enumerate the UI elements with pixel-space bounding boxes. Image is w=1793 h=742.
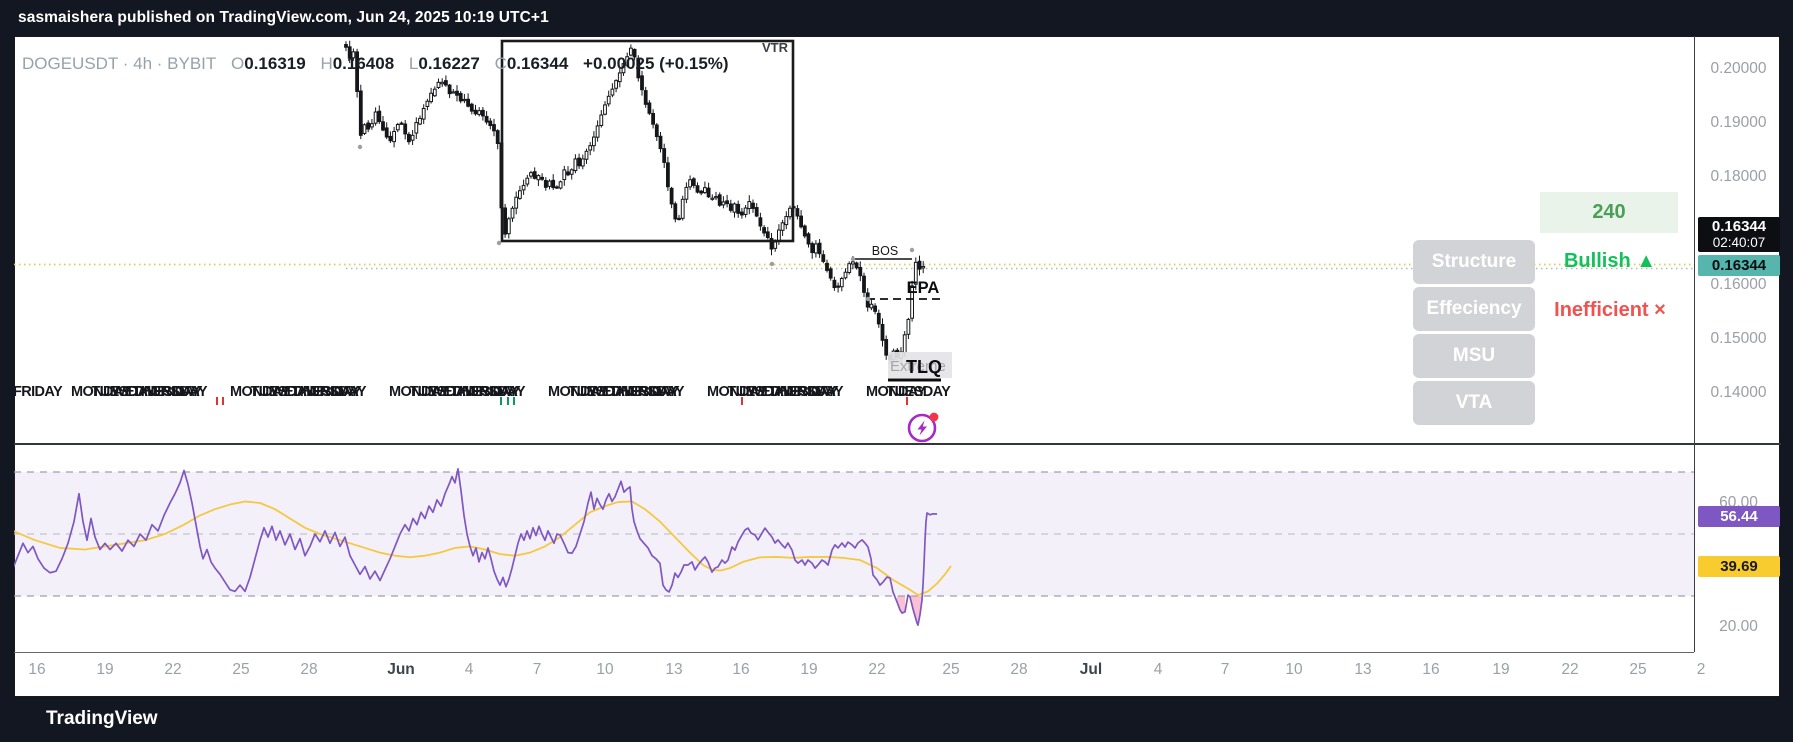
symbol-legend[interactable]: DOGEUSDT · 4h · BYBIT O0.16319 H0.16408 … xyxy=(22,54,729,74)
date-tick-label: 19 xyxy=(96,661,114,678)
date-tick-label: 25 xyxy=(942,661,960,678)
date-tick-label: 4 xyxy=(1153,661,1163,678)
price-tick-label: 0.15000 xyxy=(1710,330,1767,347)
date-tick-label: 28 xyxy=(1010,661,1028,678)
indicator-value-structure: Bullish ▲ xyxy=(1563,250,1657,272)
indicator-tick-label: 20.00 xyxy=(1719,618,1758,635)
rsi-value-badge: 56.44 xyxy=(1698,506,1780,527)
indicator-value-effeciency: Inefficient × xyxy=(1554,299,1666,321)
svg-text:BOS: BOS xyxy=(872,244,898,258)
lightning-bolt-icon[interactable] xyxy=(903,408,943,448)
open-label: O xyxy=(231,54,245,73)
svg-text:EPA: EPA xyxy=(907,279,940,297)
date-tick-label: 7 xyxy=(532,661,542,678)
date-tick-label: 22 xyxy=(164,661,182,678)
date-tick-label: 16 xyxy=(1422,661,1440,678)
footer-bar: TradingView xyxy=(0,697,1793,742)
bar-countdown: 02:40:07 xyxy=(1712,235,1766,250)
date-tick-label: Jul xyxy=(1079,661,1103,678)
timeframe-box: 240 xyxy=(1540,192,1678,233)
open-value: 0.16319 xyxy=(244,54,306,73)
price-tick-label: 0.14000 xyxy=(1710,384,1767,401)
indicator-label-effeciency: Effeciency xyxy=(1413,287,1535,331)
price-tick-label: 0.16000 xyxy=(1710,276,1767,293)
date-tick-label: 10 xyxy=(1285,661,1303,678)
date-tick-label: 16 xyxy=(28,661,46,678)
date-tick-label: 22 xyxy=(868,661,886,678)
svg-text:TLQ: TLQ xyxy=(906,357,942,377)
change-value: +0.00025 (+0.15%) xyxy=(583,54,729,73)
high-label: H xyxy=(320,54,333,73)
tradingview-wordmark[interactable]: TradingView xyxy=(46,708,158,729)
symbol-interval-exchange[interactable]: DOGEUSDT · 4h · BYBIT xyxy=(22,54,217,73)
price-scale[interactable]: 0.200000.190000.180000.170000.160000.150… xyxy=(1694,36,1782,652)
price-line-badge: 0.16344 xyxy=(1698,255,1780,276)
pane-separator[interactable] xyxy=(14,443,1781,445)
date-tick-label: 2 xyxy=(1696,661,1706,678)
indicator-pane-canvas[interactable] xyxy=(14,443,1694,652)
rsi-ma-value-badge: 39.69 xyxy=(1698,556,1780,577)
date-tick-label: Jun xyxy=(387,661,415,678)
last-price-countdown-badge: 0.16344 02:40:07 xyxy=(1698,217,1780,252)
low-value: 0.16227 xyxy=(418,54,480,73)
low-label: L xyxy=(408,54,419,73)
date-tick-label: 10 xyxy=(596,661,614,678)
date-tick-label: 25 xyxy=(1629,661,1647,678)
svg-text:VTR: VTR xyxy=(762,40,789,55)
publish-header: sasmaishera published on TradingView.com… xyxy=(0,0,1793,36)
price-tick-label: 0.20000 xyxy=(1710,60,1767,77)
last-price-value: 0.16344 xyxy=(1711,218,1767,235)
date-tick-label: 25 xyxy=(232,661,250,678)
date-tick-label: 13 xyxy=(665,661,683,678)
date-tick-label: 19 xyxy=(1492,661,1510,678)
svg-text:Extreme: Extreme xyxy=(890,358,946,375)
date-tick-label: 16 xyxy=(732,661,750,678)
date-tick-label: 28 xyxy=(300,661,318,678)
date-tick-label: 13 xyxy=(1354,661,1372,678)
indicator-label-msu: MSU xyxy=(1413,334,1535,378)
indicator-label-vta: VTA xyxy=(1413,381,1535,425)
close-value: 0.16344 xyxy=(506,54,569,73)
publish-title: sasmaishera published on TradingView.com… xyxy=(18,9,549,26)
date-tick-label: 7 xyxy=(1220,661,1230,678)
time-scale[interactable]: 16 19 22 25 28 Jun 4 7 10 13 16 19 22 25 28 Jul 4 7 10 13 16… xyxy=(14,652,1705,698)
date-tick-label: 22 xyxy=(1561,661,1579,678)
price-tick-label: 0.18000 xyxy=(1710,168,1767,185)
indicator-label-structure: Structure xyxy=(1413,240,1535,284)
date-tick-label: 19 xyxy=(800,661,818,678)
date-tick-label: 4 xyxy=(464,661,474,678)
high-value: 0.16408 xyxy=(332,54,395,73)
close-label: C xyxy=(494,54,507,73)
price-tick-label: 0.19000 xyxy=(1710,114,1767,131)
